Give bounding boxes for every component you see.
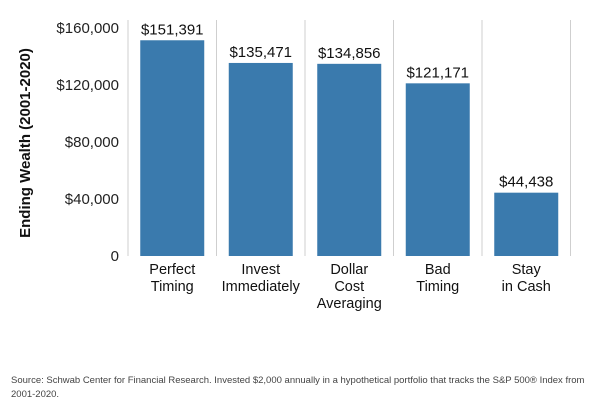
y-axis-ticks: 0 $40,000 $80,000 $120,000 $160,000 [56,20,119,265]
value-label: $44,438 [499,174,553,191]
category-label: Invest Immediately [222,262,301,295]
bar [317,63,382,256]
category-label: Dollar Cost Averaging [317,262,382,312]
value-label: $151,391 [141,21,204,38]
grid-lines [127,20,571,256]
y-axis-label: Ending Wealth (2001-2020) [17,48,34,238]
bar [494,192,559,256]
bars [140,40,559,257]
category-labels: Perfect Timing Invest Immediately Dollar Cost… [149,262,551,312]
value-label: $121,171 [406,64,469,81]
category-label: Perfect Timing [149,262,195,295]
bar [405,83,470,256]
bar [140,40,205,257]
category-label: Stay in Cash [502,262,551,295]
category-label: Bad Timing [416,262,459,295]
y-tick-label: $160,000 [56,20,119,37]
y-tick-label: 0 [111,248,119,265]
bar-chart: 0 $40,000 $80,000 $120,000 $160,000 $151,391… [17,20,571,312]
y-tick-label: $80,000 [65,134,119,151]
y-tick-label: $40,000 [65,191,119,208]
source-note: Source: Schwab Center for Financial Rese… [11,375,585,400]
value-label: $135,471 [229,44,292,61]
value-labels: $151,391 $135,471 $134,856 $121,171 $44,438 [141,21,553,190]
value-label: $134,856 [318,45,381,62]
bar [228,62,293,256]
y-tick-label: $120,000 [56,77,119,94]
